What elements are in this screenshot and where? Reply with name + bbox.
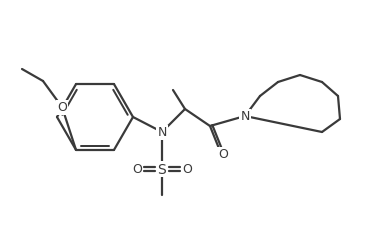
Text: N: N [157, 126, 167, 139]
Text: O: O [182, 163, 192, 176]
Text: O: O [218, 148, 228, 161]
Text: O: O [57, 101, 67, 114]
Text: N: N [240, 110, 250, 123]
Text: O: O [132, 163, 142, 176]
Text: S: S [158, 162, 166, 176]
